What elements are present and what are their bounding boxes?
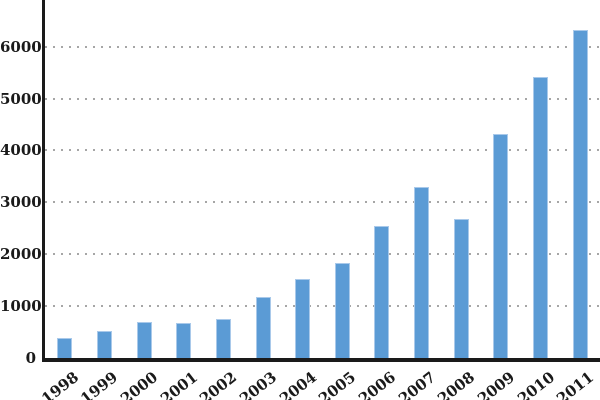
x-tick-label-2000: 2000 bbox=[117, 368, 162, 400]
gridline-2000 bbox=[45, 253, 600, 256]
x-tick-label-1999: 1999 bbox=[77, 368, 122, 400]
bar-2001 bbox=[176, 323, 192, 358]
bar-2003 bbox=[255, 296, 271, 358]
gridline-3000 bbox=[45, 201, 600, 204]
x-tick-label-1998: 1998 bbox=[37, 368, 82, 400]
bar-2000 bbox=[136, 321, 152, 358]
bar-2006 bbox=[374, 226, 390, 358]
bar-2002 bbox=[215, 318, 231, 358]
x-tick-label-2004: 2004 bbox=[275, 368, 320, 400]
bar-2008 bbox=[453, 219, 469, 358]
bar-1998 bbox=[57, 337, 73, 358]
x-tick-label-2003: 2003 bbox=[236, 368, 281, 400]
y-tick-label-6000: 6000 bbox=[0, 37, 42, 56]
y-tick-label-2000: 2000 bbox=[0, 245, 42, 264]
y-tick-label-5000: 5000 bbox=[0, 89, 42, 108]
x-tick-label-2008: 2008 bbox=[434, 368, 479, 400]
bar-2004 bbox=[295, 279, 311, 358]
plot-area bbox=[42, 0, 600, 362]
gridline-1000 bbox=[45, 305, 600, 308]
bar-2009 bbox=[493, 133, 509, 358]
y-tick-label-1000: 1000 bbox=[0, 297, 42, 316]
bar-2005 bbox=[334, 262, 350, 358]
x-tick-label-2005: 2005 bbox=[315, 368, 360, 400]
y-tick-label-4000: 4000 bbox=[0, 141, 42, 160]
x-tick-label-2001: 2001 bbox=[156, 368, 201, 400]
gridline-4000 bbox=[45, 149, 600, 152]
bar-2007 bbox=[414, 186, 430, 358]
y-tick-label-0: 0 bbox=[25, 349, 36, 367]
x-tick-label-2010: 2010 bbox=[513, 368, 558, 400]
x-tick-label-2011: 2011 bbox=[553, 368, 598, 400]
y-tick-label-3000: 3000 bbox=[0, 193, 42, 212]
gridline-5000 bbox=[45, 97, 600, 100]
bar-2011 bbox=[572, 29, 588, 358]
x-tick-label-2002: 2002 bbox=[196, 368, 241, 400]
x-tick-label-2006: 2006 bbox=[355, 368, 400, 400]
gridline-6000 bbox=[45, 45, 600, 48]
bar-2010 bbox=[533, 77, 549, 358]
x-tick-label-2007: 2007 bbox=[394, 368, 439, 400]
x-tick-label-2009: 2009 bbox=[473, 368, 518, 400]
bar-1999 bbox=[96, 330, 112, 358]
